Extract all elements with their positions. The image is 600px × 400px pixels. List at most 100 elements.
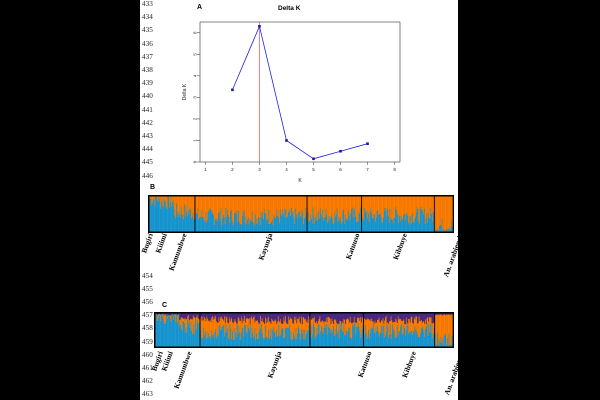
ancestry-bar-cluster3 xyxy=(330,313,332,324)
ancestry-bar-cluster2 xyxy=(258,196,260,218)
ancestry-bar-cluster1 xyxy=(312,207,314,232)
ancestry-bar-cluster2 xyxy=(285,196,287,211)
population-label: Kamumbwe xyxy=(166,232,189,272)
ancestry-bar-cluster3 xyxy=(285,313,287,316)
ancestry-bar-cluster2 xyxy=(223,196,225,218)
ancestry-bar-cluster1 xyxy=(409,215,411,232)
ancestry-bar-cluster2 xyxy=(421,322,423,329)
ancestry-bar-cluster2 xyxy=(342,323,344,333)
ancestry-bar-cluster2 xyxy=(418,196,420,222)
ancestry-bar-cluster2 xyxy=(398,319,400,332)
ancestry-bar-cluster1 xyxy=(334,335,336,347)
ancestry-bar-cluster1 xyxy=(445,230,447,232)
ancestry-bar-cluster1 xyxy=(267,219,268,232)
ancestry-bar-cluster1 xyxy=(264,338,266,347)
ancestry-bar-cluster1 xyxy=(383,217,385,232)
ancestry-bar-cluster1 xyxy=(297,333,299,347)
ancestry-bar-cluster1 xyxy=(163,207,165,232)
ancestry-bar-cluster2 xyxy=(284,320,286,338)
ancestry-bar-cluster2 xyxy=(212,196,214,215)
ancestry-bar-cluster2 xyxy=(357,196,359,223)
population-block xyxy=(434,313,453,347)
ancestry-bar-cluster3 xyxy=(256,313,258,321)
ancestry-bar-cluster1 xyxy=(227,328,229,347)
ancestry-bar-cluster1 xyxy=(248,327,250,347)
ancestry-bar-cluster3 xyxy=(379,313,381,323)
ancestry-bar-cluster3 xyxy=(201,313,203,321)
ancestry-bar-cluster2 xyxy=(421,319,423,328)
ancestry-bar-cluster1 xyxy=(223,325,225,347)
ancestry-bar-cluster1 xyxy=(379,333,381,347)
ancestry-bar-cluster2 xyxy=(385,317,386,336)
ancestry-bar-cluster2 xyxy=(208,196,210,211)
ancestry-bar-cluster2 xyxy=(149,196,151,200)
ancestry-bar-cluster2 xyxy=(240,196,242,225)
ancestry-bar-cluster2 xyxy=(218,196,220,213)
ancestry-bar-cluster1 xyxy=(370,207,372,232)
ancestry-bar-cluster3 xyxy=(341,313,343,324)
ancestry-bar-cluster2 xyxy=(349,196,351,221)
ancestry-bar-cluster1 xyxy=(425,326,427,347)
ancestry-bar-cluster2 xyxy=(280,196,282,214)
ancestry-bar-cluster1 xyxy=(216,335,218,347)
ancestry-bar-cluster2 xyxy=(345,319,347,332)
ancestry-bar-cluster2 xyxy=(398,196,400,224)
ancestry-bar-cluster3 xyxy=(369,313,371,319)
ancestry-bar-cluster2 xyxy=(198,196,200,220)
ancestry-bar-cluster3 xyxy=(157,313,159,316)
ancestry-bar-cluster1 xyxy=(359,207,361,232)
ancestry-bar-cluster3 xyxy=(387,313,389,323)
ancestry-bar-cluster1 xyxy=(202,217,204,232)
ancestry-bar-cluster1 xyxy=(272,225,274,232)
ancestry-bar-cluster1 xyxy=(266,220,268,232)
ancestry-bar-cluster3 xyxy=(382,313,384,319)
ancestry-bar-cluster1 xyxy=(349,220,351,232)
ancestry-bar-cluster2 xyxy=(397,196,399,216)
ancestry-bar-cluster3 xyxy=(160,313,162,315)
ancestry-bar-cluster1 xyxy=(198,217,200,232)
ancestry-bar-cluster2 xyxy=(389,321,390,336)
ancestry-bar-cluster1 xyxy=(253,222,255,232)
ancestry-bar-cluster1 xyxy=(209,208,211,232)
ancestry-bar-cluster2 xyxy=(271,196,272,223)
ancestry-bar-cluster1 xyxy=(254,328,256,347)
ancestry-bar-cluster3 xyxy=(307,313,309,324)
ancestry-bar-cluster3 xyxy=(260,313,262,316)
ancestry-bar-cluster1 xyxy=(271,222,272,232)
ancestry-bar-cluster1 xyxy=(420,332,422,347)
ancestry-bar-cluster1 xyxy=(441,343,443,347)
ancestry-bar-cluster2 xyxy=(363,196,365,222)
ancestry-bar-cluster1 xyxy=(222,215,224,232)
ancestry-bar-cluster2 xyxy=(257,196,259,224)
ancestry-bar-cluster2 xyxy=(247,196,248,221)
ancestry-bar-cluster2 xyxy=(244,322,246,325)
ancestry-bar-cluster2 xyxy=(383,196,385,209)
ancestry-bar-cluster1 xyxy=(181,214,183,232)
ancestry-bar-cluster3 xyxy=(409,313,411,320)
ancestry-bar-cluster3 xyxy=(381,313,383,322)
ancestry-bar-cluster2 xyxy=(427,196,429,224)
ancestry-bar-cluster2 xyxy=(219,321,221,325)
ancestry-bar-cluster2 xyxy=(176,196,178,204)
manuscript-page: 433 434 435 436 437 438 439 440 441 442 443 444 445 4… xyxy=(140,0,458,400)
ancestry-bar-cluster3 xyxy=(364,313,366,319)
ancestry-bar-cluster3 xyxy=(207,313,209,319)
ancestry-bar-cluster1 xyxy=(311,218,313,232)
ancestry-bar-cluster2 xyxy=(295,196,296,209)
ancestry-bar-cluster1 xyxy=(277,336,279,347)
ancestry-bar-cluster1 xyxy=(187,216,189,232)
ancestry-bar-cluster2 xyxy=(443,314,445,337)
ancestry-bar-cluster2 xyxy=(363,322,365,328)
ancestry-bar-cluster1 xyxy=(240,340,242,347)
ancestry-bar-cluster1 xyxy=(448,333,450,347)
delta-k-point xyxy=(285,139,288,142)
ancestry-bar-cluster2 xyxy=(263,196,264,220)
ancestry-bar-cluster3 xyxy=(296,313,298,324)
ancestry-bar-cluster1 xyxy=(232,225,234,232)
ancestry-bar-cluster1 xyxy=(434,333,436,347)
ancestry-bar-cluster2 xyxy=(237,196,239,222)
ancestry-bar-cluster2 xyxy=(169,196,171,203)
ancestry-bar-cluster1 xyxy=(350,338,352,347)
ancestry-bar-cluster2 xyxy=(325,321,327,329)
ancestry-bar-cluster1 xyxy=(172,200,174,232)
